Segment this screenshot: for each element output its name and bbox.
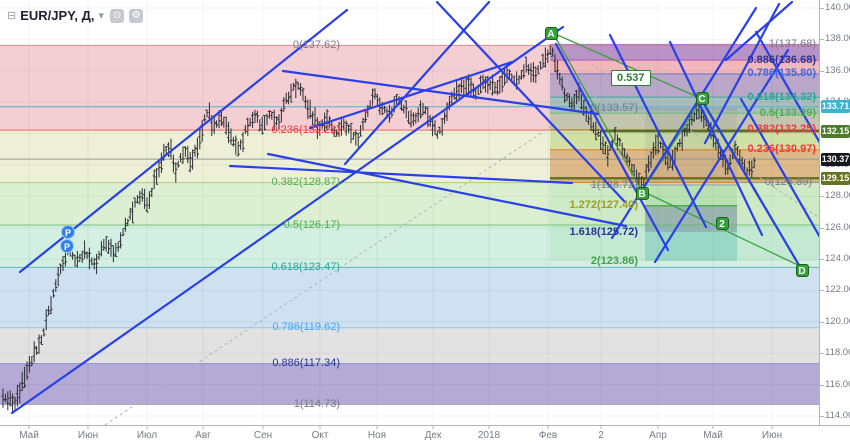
price-tick-label-6: 128.00 bbox=[825, 190, 850, 202]
price-tickmark bbox=[820, 384, 824, 386]
chevron-down-icon[interactable]: ▾ bbox=[98, 10, 105, 22]
time-axis[interactable]: Май Июн Июл Авг Сен Окт Ноя Дек 2018 Фев 2 Апр Май Ию… bbox=[0, 425, 850, 443]
fib-up-label-3[interactable]: 0.618(134.32) bbox=[747, 90, 817, 103]
time-tickmark bbox=[319, 425, 321, 429]
fib-band-left-5 bbox=[0, 327, 819, 364]
point-c-marker[interactable]: C bbox=[695, 91, 709, 105]
time-tick-label-12: Май bbox=[703, 430, 723, 441]
time-tickmark bbox=[488, 425, 490, 429]
time-tick-label-1: Июн bbox=[77, 430, 99, 441]
time-tick-label-13: Июн bbox=[761, 430, 783, 441]
price-axis[interactable]: 140.00138.00136.00134.00132.00130.00128.… bbox=[819, 0, 850, 425]
price-tick-label-7: 126.00 bbox=[825, 221, 850, 233]
price-tickmark bbox=[820, 8, 824, 9]
level-price-badge-upper[interactable]: 132.15 bbox=[821, 124, 850, 138]
time-tickmark bbox=[432, 425, 434, 429]
time-tickmark bbox=[547, 425, 549, 429]
time-tick-label-9: Фев bbox=[538, 430, 558, 441]
fib-up-label-zero[interactable]: 0(128.89) bbox=[764, 175, 812, 188]
time-tickmark bbox=[28, 425, 30, 429]
price-tickmark bbox=[820, 70, 824, 72]
price-tick-label-1: 138.00 bbox=[825, 33, 850, 45]
price-tickmark bbox=[820, 353, 824, 355]
ratio-badge[interactable]: 0.537 bbox=[611, 70, 651, 86]
fib-up-label-5[interactable]: 0.382(132.25) bbox=[747, 123, 817, 136]
point-b-marker[interactable]: B bbox=[635, 186, 649, 200]
price-tick-label-12: 116.00 bbox=[825, 378, 850, 390]
time-tick-label-11: Апр bbox=[649, 430, 667, 441]
fib-down-label-7[interactable]: 1(114.73) bbox=[293, 398, 340, 411]
fib-down-label-6[interactable]: 0.886(117.34) bbox=[272, 357, 340, 370]
fib-ext-label-0[interactable]: 0(133.57) bbox=[590, 102, 638, 115]
legend-buttons: ⊙ ⚙ bbox=[108, 8, 144, 23]
point-2-marker[interactable]: 2 bbox=[715, 216, 729, 230]
fib-up-label-2[interactable]: 0.786(135.80) bbox=[747, 67, 817, 80]
fib-ext-label-1[interactable]: 1(128.72) bbox=[590, 178, 638, 191]
fib-ext-label-2[interactable]: 1.272(127.40) bbox=[569, 199, 639, 212]
time-tick-label-4: Сен bbox=[253, 430, 273, 441]
price-tick-label-0: 140.00 bbox=[825, 2, 850, 13]
settings-icon[interactable]: ⚙ bbox=[129, 8, 144, 23]
symbol-title[interactable]: EUR/JPY, Д, bbox=[20, 8, 95, 23]
last-price-badge[interactable]: 130.37 bbox=[821, 152, 850, 166]
price-tickmark bbox=[820, 196, 824, 198]
pattern-p-marker-1[interactable]: P bbox=[61, 225, 75, 239]
time-tick-label-2: Июл bbox=[136, 430, 158, 441]
price-tick-label-11: 118.00 bbox=[825, 347, 850, 359]
price-tick-label-2: 136.00 bbox=[825, 64, 850, 76]
pattern-p-marker-2[interactable]: P bbox=[60, 239, 74, 253]
time-tick-label-6: Ноя bbox=[367, 430, 387, 441]
point-d-marker[interactable]: D bbox=[795, 263, 809, 277]
price-tick-label-9: 122.00 bbox=[825, 284, 850, 296]
price-tickmark bbox=[820, 290, 824, 292]
price-tick-label-10: 120.00 bbox=[825, 315, 850, 327]
fib-down-label-5[interactable]: 0.786(119.62) bbox=[272, 321, 340, 334]
time-tickmark bbox=[600, 425, 602, 429]
time-tickmark bbox=[771, 425, 773, 429]
point-a-marker[interactable]: A bbox=[544, 26, 558, 40]
fib-ext-label-3[interactable]: 1.618(125.72) bbox=[569, 225, 639, 238]
time-tick-label-7: Дек bbox=[424, 430, 442, 441]
time-tick-label-5: Окт bbox=[311, 430, 329, 441]
time-tickmark bbox=[146, 425, 148, 429]
fib-band-left-4 bbox=[0, 267, 819, 328]
price-tickmark bbox=[820, 227, 824, 229]
time-tickmark bbox=[376, 425, 378, 429]
time-tick-label-3: Авг bbox=[195, 430, 211, 441]
symbol-legend[interactable]: ⊟ EUR/JPY, Д, ▾ ⊙ ⚙ bbox=[7, 8, 144, 23]
collapse-icon[interactable]: ⊟ bbox=[7, 10, 17, 22]
time-tick-label-0: Май bbox=[19, 430, 39, 441]
hide-icon[interactable]: ⊙ bbox=[110, 8, 125, 23]
fib-up-label-4[interactable]: 0.5(133.29) bbox=[759, 106, 816, 119]
fib-band-left-3 bbox=[0, 225, 819, 268]
fib-down-label-0[interactable]: 0(137.62) bbox=[292, 38, 340, 51]
time-tickmark bbox=[712, 425, 714, 429]
alert-price-badge[interactable]: 133.71 bbox=[821, 100, 850, 114]
price-tick-label-8: 124.00 bbox=[825, 253, 850, 265]
fib-down-label-2[interactable]: 0.382(128.87) bbox=[271, 176, 341, 189]
price-tick-label-13: 114.00 bbox=[825, 409, 850, 421]
time-tickmark bbox=[657, 425, 659, 429]
fib-up-label-0[interactable]: 1(137.68) bbox=[768, 37, 816, 50]
fib-up-label-6[interactable]: 0.236(130.97) bbox=[747, 143, 817, 156]
time-tick-label-8: 2018 bbox=[477, 430, 501, 441]
time-tickmark bbox=[202, 425, 204, 429]
fib-down-label-4[interactable]: 0.618(123.47) bbox=[271, 260, 341, 273]
price-tickmark bbox=[820, 39, 824, 41]
price-tickmark bbox=[820, 321, 824, 323]
fib-down-label-1[interactable]: 0.236(132.22) bbox=[271, 123, 341, 136]
fib-up-label-1[interactable]: 0.886(136.68) bbox=[747, 53, 817, 66]
time-tickmark bbox=[262, 425, 264, 429]
price-tickmark bbox=[820, 415, 824, 417]
fib-band-left-6 bbox=[0, 363, 819, 405]
time-tick-label-10: 2 bbox=[598, 430, 604, 441]
fib-ext-label-4[interactable]: 2(123.86) bbox=[590, 254, 638, 267]
price-tickmark bbox=[820, 259, 824, 261]
level-price-badge-lower[interactable]: 129.15 bbox=[821, 171, 850, 185]
fib-down-label-3[interactable]: 0.5(126.17) bbox=[283, 218, 340, 231]
time-tickmark bbox=[87, 425, 89, 429]
